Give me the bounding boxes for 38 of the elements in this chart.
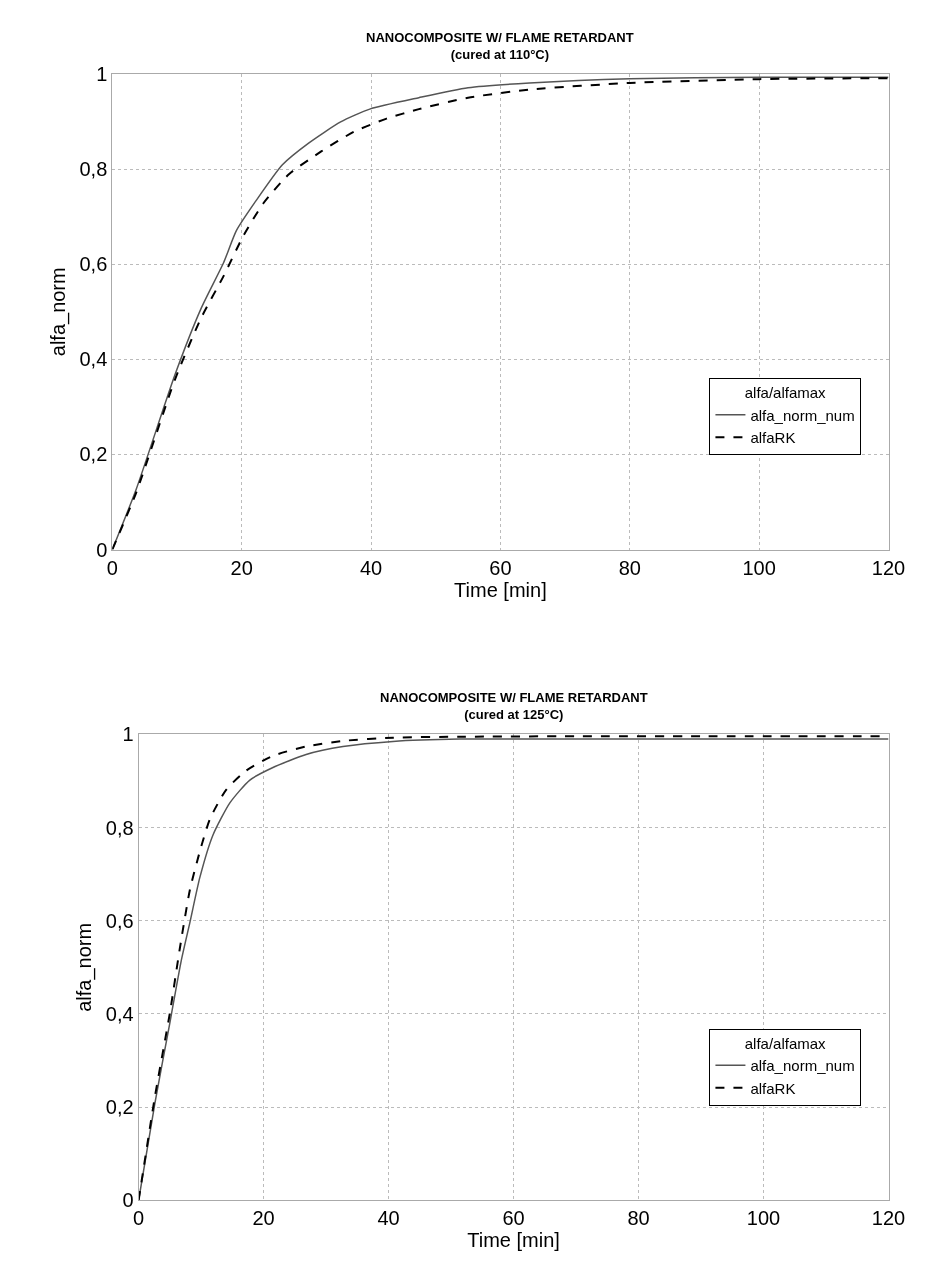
x-tick-label: 20 xyxy=(230,556,253,579)
x-tick-label: 100 xyxy=(746,1207,781,1230)
chart-title: NANOCOMPOSITE W/ FLAME RETARDANT xyxy=(380,690,648,705)
y-tick-label: 0 xyxy=(122,1189,134,1212)
x-tick-label: 120 xyxy=(871,556,906,579)
legend-title: alfa/alfamax xyxy=(744,384,827,402)
x-tick-label: 60 xyxy=(502,1207,525,1230)
y-tick-label: 0,2 xyxy=(105,1096,134,1119)
x-tick-label: 40 xyxy=(377,1207,400,1230)
x-tick-label: 80 xyxy=(627,1207,650,1230)
legend-label: alfaRK xyxy=(750,1079,796,1097)
legend-label: alfaRK xyxy=(750,428,796,446)
chart-title: NANOCOMPOSITE W/ FLAME RETARDANT xyxy=(366,30,634,45)
x-tick-label: 40 xyxy=(359,556,383,579)
y-axis-title: alfa_norm xyxy=(73,922,97,1012)
y-tick-label: 0,4 xyxy=(79,348,108,371)
y-tick-label: 0,6 xyxy=(105,909,134,932)
chart-subtitle: (cured at 110°C) xyxy=(450,46,550,62)
x-tick-label: 120 xyxy=(871,1207,906,1230)
y-tick-label: 0,4 xyxy=(105,1002,134,1025)
x-tick-label: 80 xyxy=(618,556,641,579)
legend-title: alfa/alfamax xyxy=(744,1035,827,1053)
legend-label: alfa_norm_num xyxy=(750,1057,855,1075)
y-tick-label: 0,2 xyxy=(79,443,108,466)
y-tick-label: 1 xyxy=(96,62,108,85)
y-tick-label: 0,8 xyxy=(79,158,108,181)
legend-label: alfa_norm_num xyxy=(750,406,855,424)
y-tick-label: 0,8 xyxy=(105,816,134,839)
x-tick-label: 60 xyxy=(489,556,512,579)
x-axis-title: Time [min] xyxy=(454,578,547,601)
y-tick-label: 0 xyxy=(96,538,108,561)
y-tick-label: 1 xyxy=(122,723,134,746)
y-tick-label: 0,6 xyxy=(79,253,108,276)
x-tick-label: 20 xyxy=(252,1207,275,1230)
x-axis-title: Time [min] xyxy=(467,1229,560,1252)
y-axis-title: alfa_norm xyxy=(46,267,70,357)
chart-subtitle: (cured at 125°C) xyxy=(464,706,564,722)
x-tick-label: 100 xyxy=(742,556,776,579)
